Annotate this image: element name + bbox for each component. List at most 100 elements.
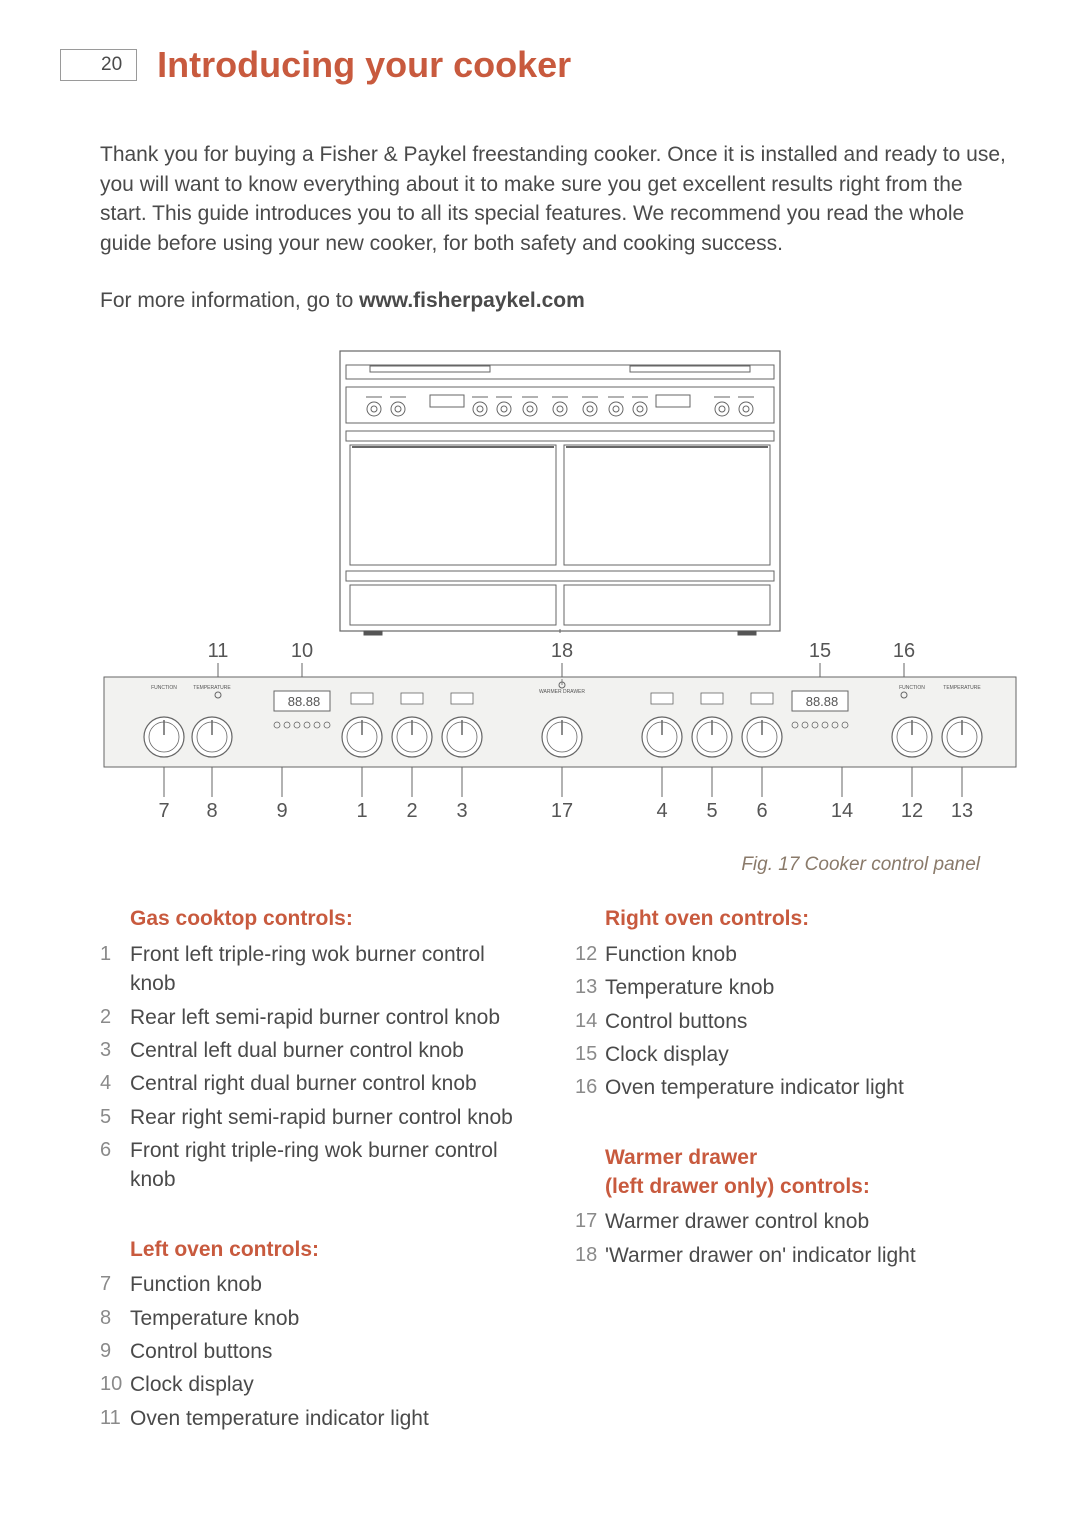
legend-item-number: 15 [575, 1040, 605, 1068]
legend-item-text: Central left dual burner control knob [130, 1036, 535, 1065]
svg-text:9: 9 [276, 800, 287, 822]
svg-text:88.88: 88.88 [806, 694, 839, 709]
legend-columns: Gas cooktop controls: 1Front left triple-… [100, 896, 1010, 1437]
legend-item-number: 10 [100, 1370, 130, 1398]
intro-paragraph: Thank you for buying a Fisher & Paykel f… [100, 140, 1010, 258]
svg-text:16: 16 [893, 640, 915, 662]
legend-item: 8Temperature knob [100, 1304, 535, 1333]
legend-item-text: Function knob [605, 940, 1010, 969]
svg-text:11: 11 [208, 640, 229, 662]
page-title: Introducing your cooker [157, 40, 571, 90]
legend-item-number: 1 [100, 940, 130, 968]
legend-item-text: Temperature knob [130, 1304, 535, 1333]
svg-text:10: 10 [291, 640, 313, 662]
legend-section-heading: Warmer drawer(left drawer only) controls… [575, 1143, 1010, 1202]
svg-text:2: 2 [406, 800, 417, 822]
legend-item-text: Function knob [130, 1270, 535, 1299]
legend-item-text: Front right triple-ring wok burner contr… [130, 1136, 535, 1195]
legend-item-text: Control buttons [605, 1007, 1010, 1036]
svg-text:1: 1 [356, 800, 367, 822]
svg-text:FUNCTION: FUNCTION [899, 685, 925, 691]
legend-item-text: Oven temperature indicator light [130, 1404, 535, 1433]
legend-column-right: Right oven controls: 12Function knob 13Tem… [575, 896, 1010, 1437]
more-info-prefix: For more information, go to [100, 289, 359, 312]
legend-item: 15Clock display [575, 1040, 1010, 1069]
legend-item-text: Oven temperature indicator light [605, 1073, 1010, 1102]
legend-column-left: Gas cooktop controls: 1Front left triple-… [100, 896, 535, 1437]
legend-item-number: 18 [575, 1241, 605, 1269]
legend-item-number: 16 [575, 1073, 605, 1101]
legend-item-text: Control buttons [130, 1337, 535, 1366]
legend-item-text: Rear left semi-rapid burner control knob [130, 1003, 535, 1032]
legend-item-text: Clock display [130, 1370, 535, 1399]
page-number-box: 20 [60, 49, 137, 82]
legend-item: 7Function knob [100, 1270, 535, 1299]
legend-item-text: Temperature knob [605, 973, 1010, 1002]
legend-item: 18'Warmer drawer on' indicator light [575, 1241, 1010, 1270]
svg-text:TEMPERATURE: TEMPERATURE [943, 685, 981, 691]
cooker-diagram: 111018151688.8888.88FUNCTIONTEMPERATUREF… [100, 345, 1020, 835]
svg-text:14: 14 [831, 800, 853, 822]
legend-item: 10Clock display [100, 1370, 535, 1399]
legend-item-number: 3 [100, 1036, 130, 1064]
legend-item-text: 'Warmer drawer on' indicator light [605, 1241, 1010, 1270]
svg-text:4: 4 [656, 800, 667, 822]
legend-list: 7Function knob8Temperature knob9Control … [100, 1270, 535, 1433]
legend-item-text: Warmer drawer control knob [605, 1207, 1010, 1236]
figure-caption: Fig. 17 Cooker control panel [100, 852, 1010, 879]
legend-item: 1Front left triple-ring wok burner contr… [100, 940, 535, 999]
legend-section-heading: Left oven controls: [100, 1235, 535, 1264]
legend-section-heading: Right oven controls: [575, 904, 1010, 933]
legend-item: 14Control buttons [575, 1007, 1010, 1036]
legend-item: 17Warmer drawer control knob [575, 1207, 1010, 1236]
svg-text:8: 8 [206, 800, 217, 822]
svg-text:FUNCTION: FUNCTION [151, 685, 177, 691]
svg-text:88.88: 88.88 [288, 694, 321, 709]
legend-item-number: 11 [100, 1404, 130, 1432]
legend-item-text: Central right dual burner control knob [130, 1069, 535, 1098]
svg-text:13: 13 [951, 800, 973, 822]
legend-item-number: 17 [575, 1207, 605, 1235]
more-info-line: For more information, go to www.fisherpa… [100, 286, 1010, 315]
legend-list: 1Front left triple-ring wok burner contr… [100, 940, 535, 1195]
svg-text:18: 18 [551, 640, 573, 662]
legend-item: 13Temperature knob [575, 973, 1010, 1002]
legend-item: 4Central right dual burner control knob [100, 1069, 535, 1098]
legend-item-number: 4 [100, 1069, 130, 1097]
legend-item-number: 14 [575, 1007, 605, 1035]
page-number: 20 [101, 54, 122, 75]
svg-text:3: 3 [456, 800, 467, 822]
legend-item: 3Central left dual burner control knob [100, 1036, 535, 1065]
svg-text:5: 5 [706, 800, 717, 822]
svg-text:15: 15 [809, 640, 831, 662]
legend-section-heading: Gas cooktop controls: [100, 904, 535, 933]
legend-item-number: 2 [100, 1003, 130, 1031]
legend-item-number: 6 [100, 1136, 130, 1164]
svg-text:TEMPERATURE: TEMPERATURE [193, 685, 231, 691]
svg-text:7: 7 [158, 800, 169, 822]
page-header: 20 Introducing your cooker [60, 40, 1010, 90]
legend-item-text: Front left triple-ring wok burner contro… [130, 940, 535, 999]
legend-item-text: Rear right semi-rapid burner control kno… [130, 1103, 535, 1132]
legend-item: 12Function knob [575, 940, 1010, 969]
svg-text:17: 17 [551, 800, 573, 822]
svg-text:6: 6 [756, 800, 767, 822]
svg-text:12: 12 [901, 800, 923, 822]
legend-list: 12Function knob 13Temperature knob 14Contr… [575, 940, 1010, 1103]
legend-item: 6Front right triple-ring wok burner cont… [100, 1136, 535, 1195]
legend-item-number: 9 [100, 1337, 130, 1365]
legend-item-text: Clock display [605, 1040, 1010, 1069]
svg-text:WARMER DRAWER: WARMER DRAWER [539, 689, 585, 695]
legend-item: 16Oven temperature indicator light [575, 1073, 1010, 1102]
more-info-url: www.fisherpaykel.com [359, 289, 585, 312]
legend-item: 9Control buttons [100, 1337, 535, 1366]
content-area: Thank you for buying a Fisher & Paykel f… [60, 140, 1010, 1437]
legend-item-number: 12 [575, 940, 605, 968]
legend-item-number: 8 [100, 1304, 130, 1332]
legend-list: 17Warmer drawer control knob18'Warmer dr… [575, 1207, 1010, 1270]
legend-item: 2Rear left semi-rapid burner control kno… [100, 1003, 535, 1032]
legend-item: 5Rear right semi-rapid burner control kn… [100, 1103, 535, 1132]
legend-item-number: 7 [100, 1270, 130, 1298]
figure-container: 111018151688.8888.88FUNCTIONTEMPERATUREF… [100, 345, 1010, 843]
legend-item-number: 5 [100, 1103, 130, 1131]
